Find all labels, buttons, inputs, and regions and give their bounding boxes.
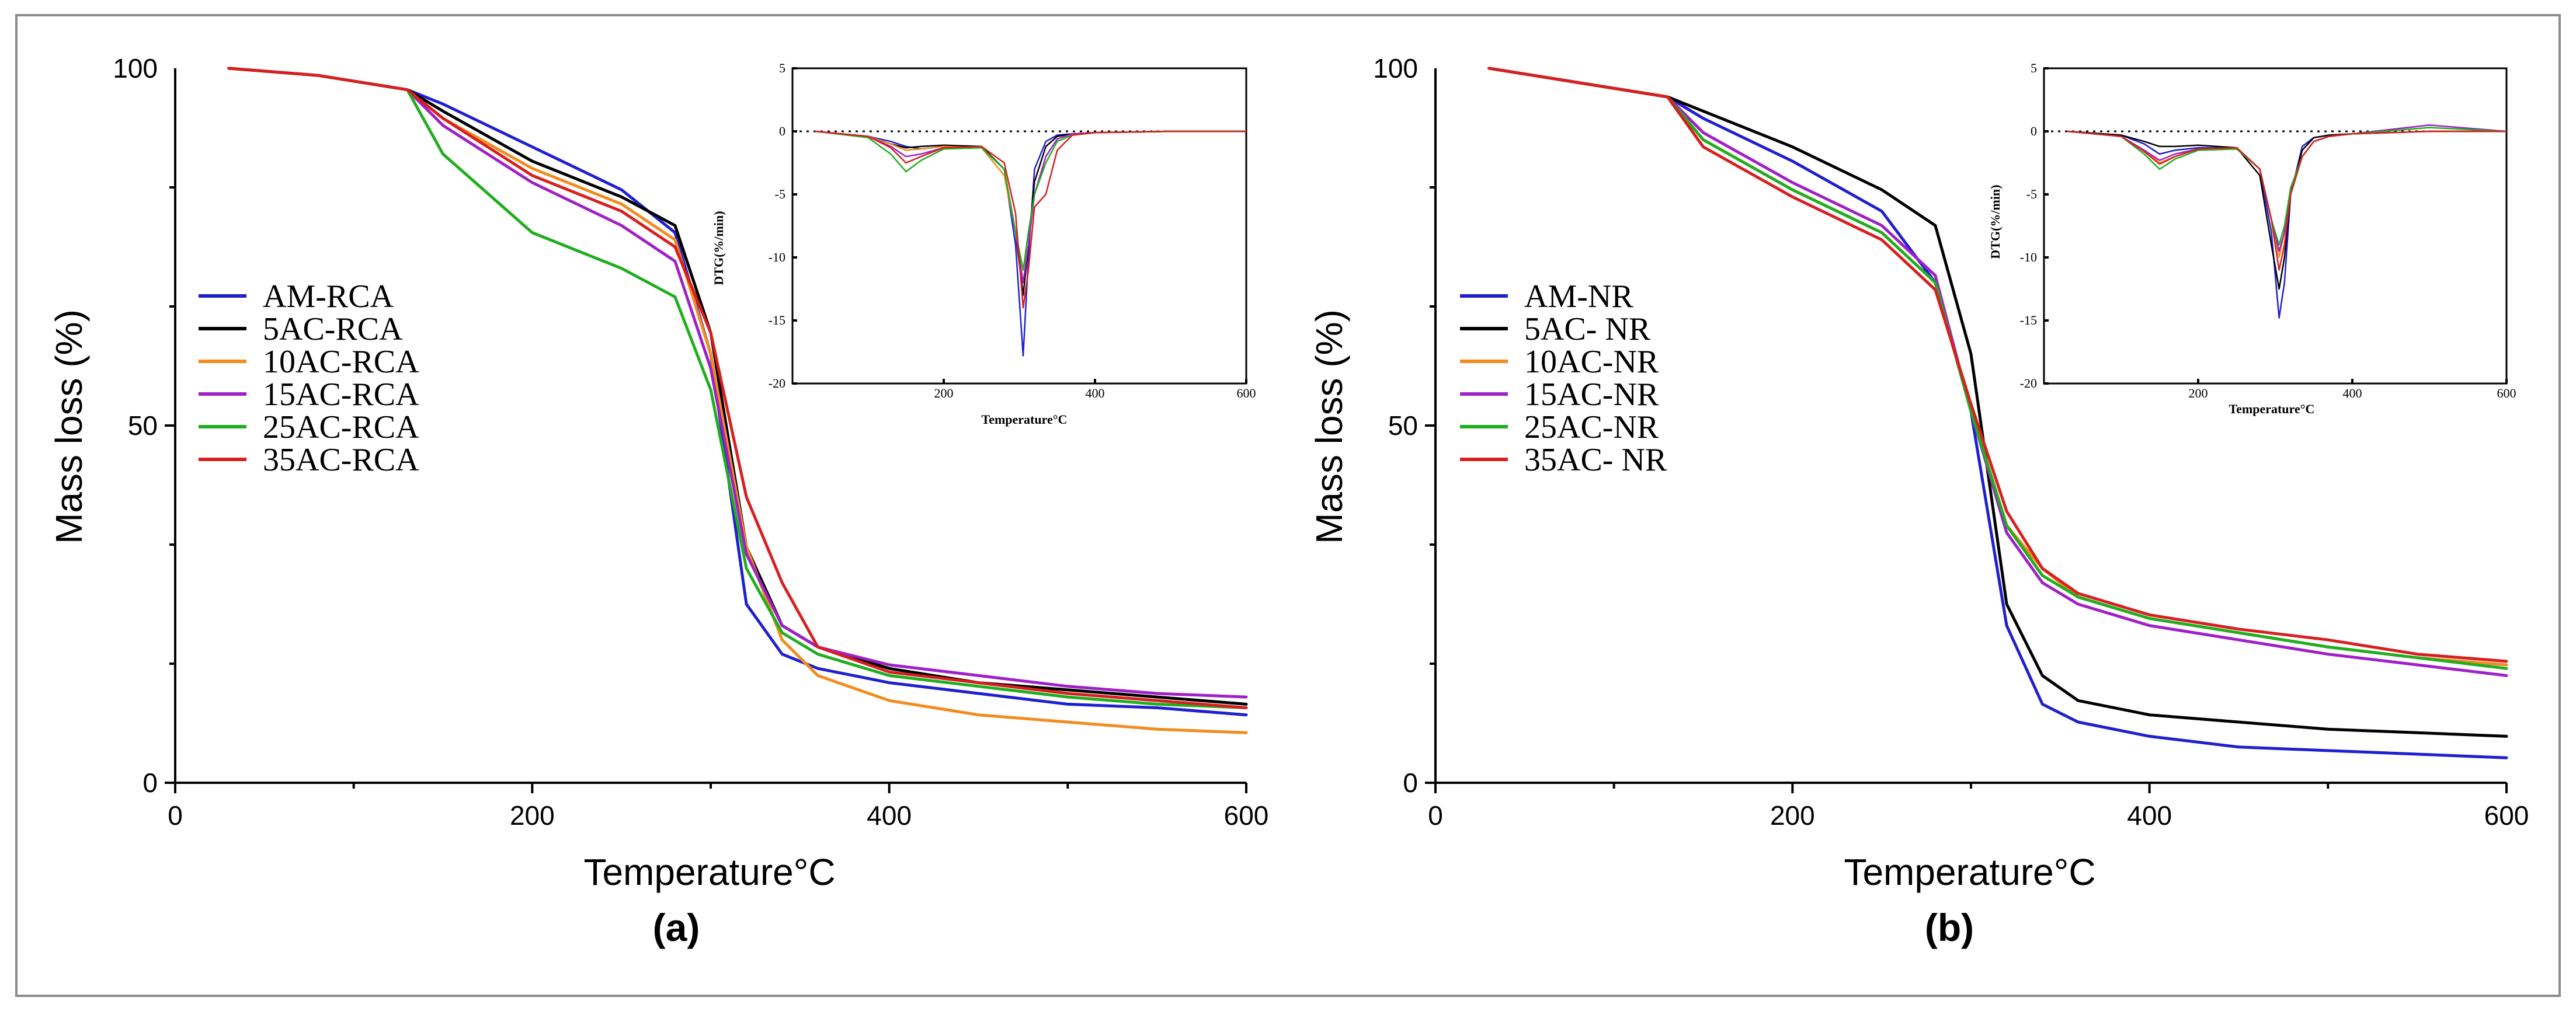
panel-b-legend-label-5ac-nr: 5AC- NR: [1524, 311, 1651, 347]
panel-b-y-tick-label: 50: [1388, 410, 1418, 441]
panel-a-y-tick-label: 0: [142, 768, 158, 798]
panel-b-inset-x-tick-label: 400: [2343, 386, 2362, 400]
figure-border: [15, 14, 2561, 997]
panel-a-inset-y-tick-label: -15: [769, 313, 785, 327]
panel-a-inset-y-tick-label: -10: [769, 250, 785, 264]
panel-a-inset-x-tick-label: 600: [1237, 386, 1256, 400]
panel-a-inset: 200 400 600 5 0 -5 -10 -15 -20 Temperature°C DTG…: [711, 61, 1256, 427]
panel-a-y-tick-label: 50: [128, 410, 158, 441]
panel-a-inset-y-tick-label: 5: [779, 61, 785, 75]
panel-a-legend-label-10ac-rca: 10AC-RCA: [263, 344, 419, 380]
panel-b-inset-series-35ac-nr: [2067, 130, 2507, 271]
panel-a-y-axis-title: Mass loss (%): [48, 309, 90, 544]
panel-b-legend-label-25ac-nr: 25AC-NR: [1524, 409, 1659, 445]
panel-b-legend-label-35ac-nr: 35AC- NR: [1524, 442, 1667, 478]
panel-a-series-35ac-rca: [227, 67, 1248, 709]
panel-a-inset-x-tick-label: 400: [1086, 386, 1105, 400]
panel-b-series-5ac-nr: [1487, 67, 2508, 738]
panel-b-inset-y-tick-label: -5: [2026, 187, 2037, 201]
panel-a-legend: AM-RCA5AC-RCA10AC-RCA15AC-RCA25AC-RCA35A…: [199, 278, 419, 478]
panel-b-inset-series-5ac-nr: [2067, 130, 2507, 290]
panel-b-inset-y-tick-label: -15: [2020, 313, 2037, 327]
panel-b-inset-y-tick-label: 5: [2031, 61, 2037, 75]
panel-b-legend-label-10ac-nr: 10AC-NR: [1524, 344, 1659, 380]
panel-b-inset-x-tick-label: 200: [2189, 386, 2208, 400]
panel-b-series-am-nr: [1487, 67, 2508, 759]
panel-b-series: [1487, 67, 2508, 759]
panel-b-y-tick-label: 100: [1373, 53, 1418, 83]
panel-b-inset-frame: [2043, 67, 2508, 385]
panel-a-inset-x-tick-label: 200: [934, 386, 954, 400]
panel-a-series-15ac-rca: [227, 67, 1248, 699]
panel-b-x-axis-title: Temperature°C: [1844, 851, 2095, 893]
panel-a-legend-label-25ac-rca: 25AC-RCA: [263, 409, 419, 445]
panel-b-legend-label-15ac-nr: 15AC-NR: [1524, 376, 1659, 413]
panel-b-inset: 200 400 600 5 0 -5 -10 -15 -20 Temperature°C DTG…: [1988, 61, 2516, 416]
panel-a-inset-series-35ac-rca: [815, 130, 1246, 309]
panel-a-x-tick-label: 600: [1224, 800, 1269, 831]
panel-b-inset-y-tick-label: -20: [2020, 376, 2037, 391]
panel-b-x-tick-label: 200: [1770, 800, 1815, 831]
panel-b-inset-y-tick-label: -10: [2020, 250, 2037, 264]
panel-a-inset-series: [815, 130, 1246, 357]
panel-a-inset-frame: [791, 67, 1247, 385]
panel-b-x-tick-label: 600: [2484, 800, 2529, 831]
panel-b-inset-y-title: DTG(%/min): [1988, 184, 2003, 259]
panel-b-inset-y-tick-label: 0: [2031, 124, 2037, 138]
panel-b-x-tick-label: 0: [1428, 800, 1443, 831]
panel-a-inset-y-title: DTG(%/min): [711, 211, 726, 285]
panel-b-inset-series: [2067, 124, 2507, 319]
panel-b-y-tick-label: 0: [1403, 768, 1418, 798]
panel-b-inset-x-tick-label: 600: [2497, 386, 2516, 400]
panel-a-inset-y-tick-label: -20: [769, 376, 785, 391]
panel-b-label: (b): [1925, 906, 1974, 949]
panel-b-legend-label-am-nr: AM-NR: [1524, 278, 1633, 315]
panel-a-inset-y-tick-label: 0: [779, 124, 785, 138]
panel-a-legend-label-5ac-rca: 5AC-RCA: [263, 311, 403, 347]
panel-a-inset-y-tick-label: -5: [775, 187, 785, 201]
panel-a-series-5ac-rca: [227, 67, 1248, 706]
panel-b-inset-x-title: Temperature°C: [2229, 402, 2315, 416]
panel-a-legend-label-35ac-rca: 35AC-RCA: [263, 442, 419, 478]
panel-a-legend-label-15ac-rca: 15AC-RCA: [263, 376, 419, 413]
panel-a-x-tick-label: 200: [510, 800, 555, 831]
panel-a-series: [227, 67, 1248, 734]
panel-a-inset-x-title: Temperature°C: [982, 412, 1068, 427]
panel-a-series-25ac-rca: [227, 67, 1248, 709]
panel-a-x-tick-label: 0: [168, 800, 183, 831]
panel-b-x-tick-label: 400: [2127, 800, 2172, 831]
panel-a-x-tick-label: 400: [867, 800, 912, 831]
panel-a-legend-label-am-rca: AM-RCA: [263, 278, 394, 315]
panel-a-y-tick-label: 100: [113, 53, 158, 83]
panel-b-y-axis-title: Mass loss (%): [1308, 309, 1350, 544]
panel-b-inset-axes: 200 400 600 5 0 -5 -10 -15 -20: [2020, 61, 2516, 400]
panel-b-series-35ac-nr: [1487, 67, 2508, 663]
panel-a-label: (a): [653, 906, 700, 949]
panel-a-x-axis-title: Temperature°C: [583, 851, 835, 893]
panel-b-series-25ac-nr: [1487, 67, 2508, 670]
panel-a-inset-axes: 200 400 600 5 0 -5 -10 -15 -20: [769, 61, 1256, 400]
